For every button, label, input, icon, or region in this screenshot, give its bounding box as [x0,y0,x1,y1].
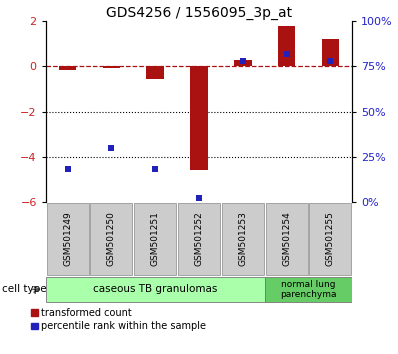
Text: GSM501255: GSM501255 [326,211,335,267]
Text: GSM501250: GSM501250 [107,211,116,267]
Text: GSM501249: GSM501249 [63,212,72,266]
FancyBboxPatch shape [47,202,89,275]
FancyBboxPatch shape [90,202,133,275]
FancyBboxPatch shape [222,202,264,275]
Bar [103,67,120,68]
Title: GDS4256 / 1556095_3p_at: GDS4256 / 1556095_3p_at [106,6,292,20]
Bar [278,26,295,67]
Bar [190,67,208,170]
Bar [146,67,164,79]
Text: GSM501253: GSM501253 [238,211,247,267]
Text: GSM501252: GSM501252 [195,212,203,266]
Text: cell type: cell type [2,284,47,295]
Bar [322,39,339,67]
Text: GSM501254: GSM501254 [282,212,291,266]
FancyBboxPatch shape [265,202,308,275]
Bar [234,59,252,67]
Text: caseous TB granulomas: caseous TB granulomas [93,284,217,295]
Legend: transformed count, percentile rank within the sample: transformed count, percentile rank withi… [31,308,207,331]
FancyBboxPatch shape [265,277,352,302]
FancyBboxPatch shape [178,202,220,275]
FancyBboxPatch shape [134,202,176,275]
Bar [59,67,76,70]
Text: GSM501251: GSM501251 [151,211,160,267]
FancyBboxPatch shape [46,277,265,302]
Text: normal lung
parenchyma: normal lung parenchyma [280,280,337,299]
FancyBboxPatch shape [309,202,351,275]
